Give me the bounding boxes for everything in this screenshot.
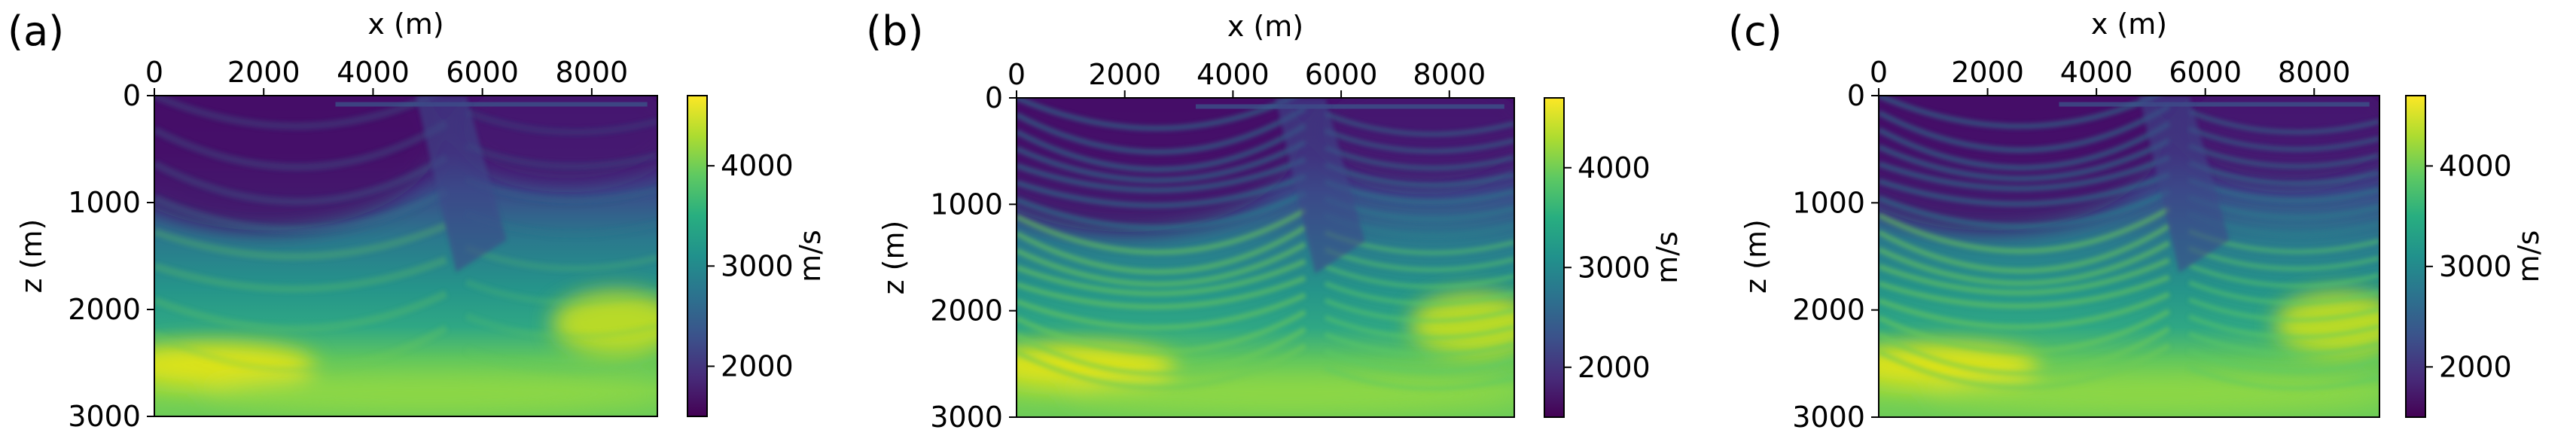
y-axis-label: z (m): [1739, 219, 1773, 294]
y-tick-label: 3000: [930, 401, 1003, 434]
reflector-layers: [154, 96, 657, 374]
colorbar-tick-label: 2000: [2439, 350, 2512, 383]
x-tick-label: 8000: [1413, 58, 1486, 91]
y-axis-label: z (m): [877, 221, 910, 295]
x-axis-label: x (m): [2091, 8, 2167, 41]
axes-frame: [1016, 97, 1515, 418]
colorbar: [1544, 97, 1565, 418]
x-axis-label: x (m): [1227, 10, 1303, 43]
y-tick-label: 3000: [1792, 401, 1865, 434]
colorbar-tick-label: 2000: [1578, 351, 1651, 384]
panel-label: (a): [8, 8, 64, 55]
colorbar-tick-label: 4000: [1578, 151, 1651, 184]
panel-b: 0 2000 4000 6000 8000 x (m) 0 1000 2000 3000 z (m)…: [866, 8, 1684, 434]
y-tick-label: 3000: [68, 400, 141, 433]
reflector-layers: [1879, 96, 2379, 391]
panel-label: (b): [866, 8, 923, 55]
panel-c: 0 2000 4000 6000 8000 x (m) 0 1000 2000 3000 z (m)…: [1728, 8, 2545, 434]
x-tick-label: 4000: [2060, 56, 2133, 89]
x-tick-label: 0: [1870, 56, 1888, 89]
colorbar-tick-label: 3000: [1578, 251, 1651, 284]
x-tick-label: 6000: [2169, 56, 2242, 89]
heatmap-image: [1017, 98, 1514, 417]
y-tick-label: 2000: [1792, 294, 1865, 327]
colorbar-tick-label: 4000: [721, 149, 794, 182]
y-tick-label: 2000: [68, 293, 141, 326]
colorbar-tick-label: 2000: [721, 349, 794, 383]
y-tick-label: 0: [123, 79, 141, 112]
reflector-layers: [1017, 98, 1514, 392]
panel-label: (c): [1728, 8, 1782, 55]
colorbar-tick-label: 4000: [2439, 149, 2512, 182]
x-tick-label: 2000: [227, 56, 300, 89]
colorbar: [687, 95, 708, 417]
colorbar-label: m/s: [1651, 231, 1684, 284]
y-tick-label: 0: [1847, 79, 1865, 112]
colorbar-label: m/s: [794, 230, 827, 282]
y-axis-label: z (m): [15, 219, 48, 294]
y-tick-label: 1000: [1792, 186, 1865, 219]
y-tick-label: 2000: [930, 294, 1003, 328]
x-tick-label: 2000: [1088, 58, 1161, 91]
x-tick-label: 2000: [1951, 56, 2024, 89]
y-tick-label: 1000: [930, 187, 1003, 221]
colorbar: [2405, 95, 2426, 418]
colorbar-tick-label: 3000: [721, 249, 794, 282]
x-tick-label: 6000: [446, 56, 519, 89]
colorbar-tick-label: 3000: [2439, 250, 2512, 283]
colorbar-label: m/s: [2512, 230, 2545, 283]
x-tick-label: 6000: [1305, 58, 1378, 91]
x-tick-label: 8000: [556, 56, 629, 89]
heatmap-image: [1879, 96, 2379, 417]
x-tick-label: 4000: [337, 56, 410, 89]
axes-frame: [1878, 95, 2380, 418]
x-tick-label: 4000: [1197, 58, 1270, 91]
panel-a: 0 2000 4000 6000 8000 x (m) 0 1000 2000 3000 z (m)…: [8, 8, 827, 433]
x-tick-label: 0: [1008, 58, 1026, 91]
y-tick-label: 0: [985, 81, 1003, 114]
x-tick-label: 0: [145, 56, 163, 89]
x-tick-label: 8000: [2278, 56, 2351, 89]
heatmap-image: [154, 96, 657, 416]
y-tick-label: 1000: [68, 186, 141, 219]
axes-frame: [154, 95, 658, 417]
x-axis-label: x (m): [367, 8, 444, 41]
